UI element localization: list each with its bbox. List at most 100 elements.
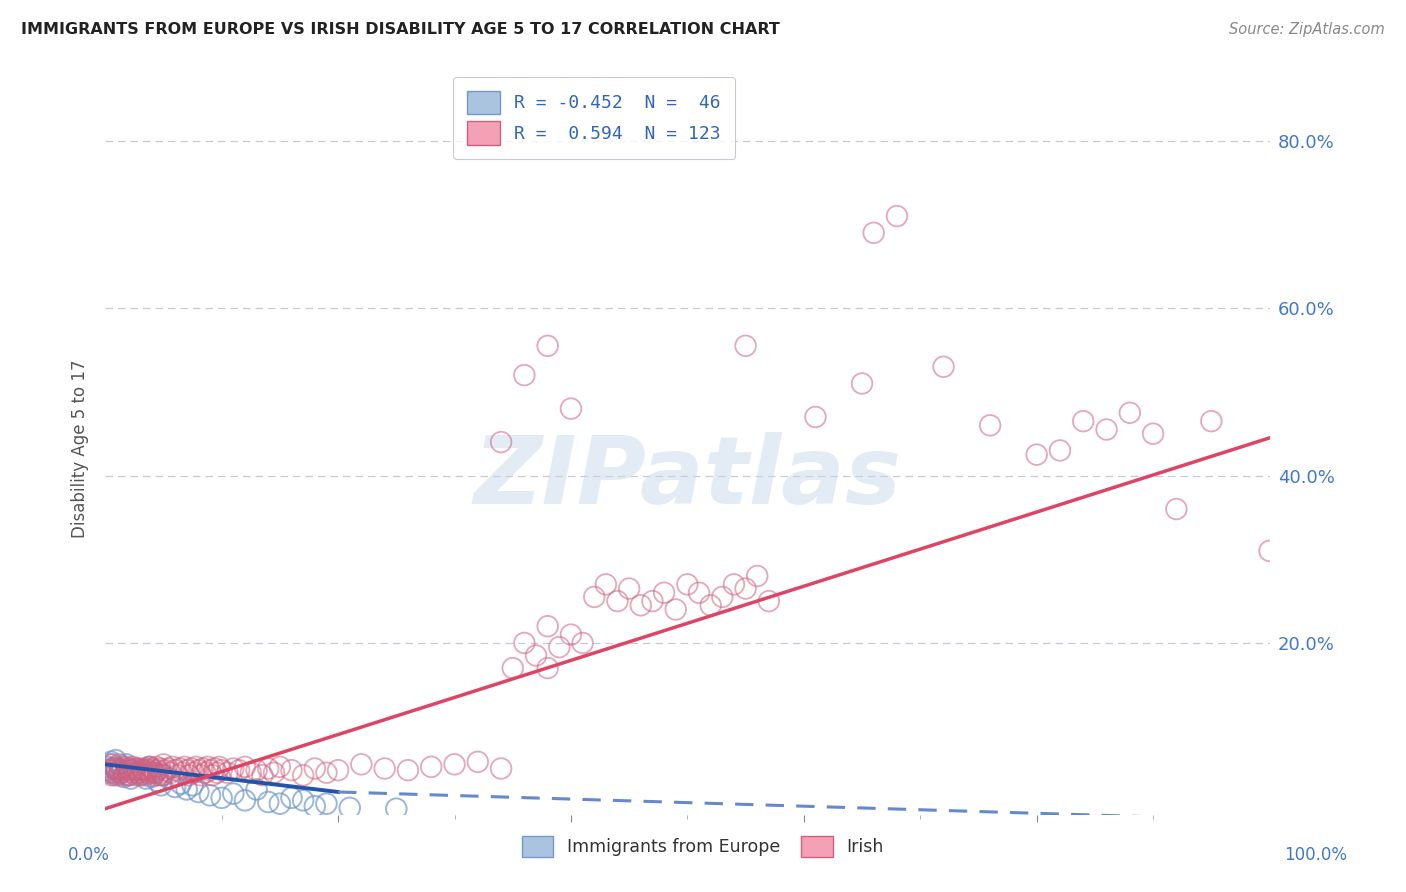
Point <box>120 772 142 786</box>
Point <box>723 577 745 591</box>
Point <box>374 762 396 776</box>
Point <box>583 590 606 604</box>
Point <box>560 401 582 416</box>
Point <box>143 765 166 780</box>
Point <box>595 577 617 591</box>
Point <box>136 765 159 780</box>
Legend: Immigrants from Europe, Irish: Immigrants from Europe, Irish <box>512 825 894 867</box>
Point <box>211 790 233 805</box>
Point <box>141 762 163 776</box>
Point <box>420 760 443 774</box>
Point <box>339 801 361 815</box>
Text: 100.0%: 100.0% <box>1284 846 1347 863</box>
Point <box>96 760 118 774</box>
Point <box>560 627 582 641</box>
Point <box>524 648 547 663</box>
Point <box>117 768 139 782</box>
Point <box>150 765 173 780</box>
Point <box>233 760 256 774</box>
Point <box>131 763 153 777</box>
Point <box>115 757 138 772</box>
Point <box>177 768 200 782</box>
Point <box>245 782 267 797</box>
Point <box>103 768 125 782</box>
Point <box>176 763 198 777</box>
Point <box>181 778 204 792</box>
Point <box>758 594 780 608</box>
Point <box>183 765 205 780</box>
Point <box>100 755 122 769</box>
Point <box>734 582 756 596</box>
Point <box>1258 544 1281 558</box>
Text: Source: ZipAtlas.com: Source: ZipAtlas.com <box>1229 22 1385 37</box>
Point <box>269 797 291 811</box>
Point <box>150 768 173 782</box>
Point <box>467 755 489 769</box>
Point <box>176 782 198 797</box>
Legend: R = -0.452  N =  46, R =  0.594  N = 123: R = -0.452 N = 46, R = 0.594 N = 123 <box>453 77 735 159</box>
Point <box>141 770 163 784</box>
Point <box>1049 443 1071 458</box>
Point <box>170 776 193 790</box>
Text: 0.0%: 0.0% <box>67 846 110 863</box>
Point <box>103 762 125 776</box>
Point <box>617 582 640 596</box>
Point <box>652 586 675 600</box>
Point <box>228 763 250 777</box>
Point <box>315 797 337 811</box>
Point <box>143 768 166 782</box>
Point <box>138 760 160 774</box>
Point <box>138 760 160 774</box>
Point <box>537 661 560 675</box>
Point <box>111 760 134 774</box>
Point <box>146 774 169 789</box>
Point <box>205 765 228 780</box>
Point <box>263 765 285 780</box>
Point <box>108 765 131 780</box>
Point <box>142 763 165 777</box>
Point <box>105 763 128 777</box>
Point <box>513 368 536 383</box>
Point <box>155 763 177 777</box>
Point <box>104 760 127 774</box>
Point <box>98 763 121 777</box>
Point <box>747 569 769 583</box>
Point <box>315 765 337 780</box>
Point <box>111 763 134 777</box>
Point <box>118 768 141 782</box>
Point <box>166 768 188 782</box>
Point <box>122 760 145 774</box>
Point <box>136 763 159 777</box>
Point <box>443 757 465 772</box>
Point <box>129 768 152 782</box>
Point <box>124 762 146 776</box>
Point <box>187 785 209 799</box>
Point <box>194 765 217 780</box>
Point <box>396 763 419 777</box>
Point <box>222 787 245 801</box>
Point <box>269 760 291 774</box>
Point <box>292 768 315 782</box>
Point <box>146 763 169 777</box>
Point <box>513 636 536 650</box>
Point <box>114 765 136 780</box>
Point <box>97 762 120 776</box>
Point <box>385 802 408 816</box>
Point <box>804 409 827 424</box>
Point <box>121 765 143 780</box>
Point <box>711 590 734 604</box>
Point <box>145 760 167 774</box>
Point <box>304 762 326 776</box>
Point <box>245 763 267 777</box>
Point <box>135 772 157 786</box>
Text: IMMIGRANTS FROM EUROPE VS IRISH DISABILITY AGE 5 TO 17 CORRELATION CHART: IMMIGRANTS FROM EUROPE VS IRISH DISABILI… <box>21 22 780 37</box>
Text: ZIPatlas: ZIPatlas <box>474 432 901 524</box>
Point <box>117 762 139 776</box>
Point <box>1201 414 1223 428</box>
Point <box>1025 448 1047 462</box>
Point <box>148 768 170 782</box>
Point <box>1095 423 1118 437</box>
Point <box>222 762 245 776</box>
Point <box>112 768 135 782</box>
Point <box>198 789 221 803</box>
